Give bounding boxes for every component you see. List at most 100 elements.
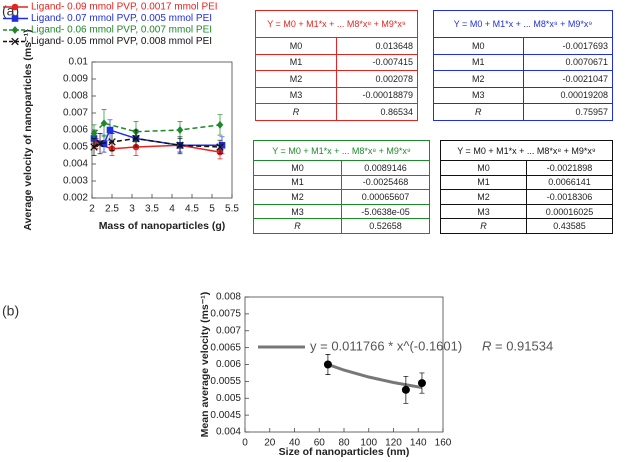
legend-label: Ligand- 0.05 mmol PVP, 0.008 mmol PEI bbox=[31, 36, 212, 47]
row-value: 0.86534 bbox=[336, 103, 418, 121]
y-axis-title: Average velocity of nanoparticles (ms⁻¹) bbox=[22, 29, 34, 230]
table-header: Y = M0 + M1*x + ... M8*x⁸ + M9*x⁹ bbox=[433, 10, 613, 38]
legend-marker bbox=[11, 3, 19, 11]
row-label: M0 bbox=[440, 160, 527, 176]
panel-label: (b) bbox=[2, 303, 19, 319]
row-label: M3 bbox=[255, 86, 337, 104]
table-header-row: Y = M0 + M1*x + ... M8*x⁸ + M9*x⁹ bbox=[255, 10, 418, 38]
marker bbox=[176, 141, 184, 150]
x-tick-label: 100 bbox=[360, 438, 377, 449]
row-value: 0.52658 bbox=[341, 218, 430, 234]
legend-label: Ligand- 0.06 mmol PVP, 0.007 mmol PEI bbox=[31, 25, 212, 36]
y-tick-label: 0.007 bbox=[63, 108, 88, 119]
row-value: 0.0089146 bbox=[341, 160, 430, 176]
x-tick-label: 4 bbox=[169, 204, 175, 215]
row-label: M1 bbox=[440, 174, 527, 191]
row-label: R bbox=[253, 218, 342, 234]
row-value: 0.00019208 bbox=[522, 86, 613, 104]
x-tick-label: 140 bbox=[410, 438, 427, 449]
table-header: Y = M0 + M1*x + ... M8*x⁸ + M9*x⁹ bbox=[253, 140, 430, 161]
row-value: -0.0018306 bbox=[526, 189, 613, 205]
row-value: 0.00016025 bbox=[526, 203, 613, 220]
x-tick-label: 60 bbox=[314, 438, 326, 449]
marker bbox=[100, 119, 108, 128]
table-header-row: Y = M0 + M1*x + ... M8*x⁸ + M9*x⁹ bbox=[440, 140, 613, 161]
marker bbox=[216, 120, 224, 129]
y-tick-label: 0.007 bbox=[216, 325, 241, 336]
row-label: M2 bbox=[440, 189, 527, 205]
marker bbox=[90, 143, 98, 151]
marker bbox=[216, 143, 224, 151]
plot-frame bbox=[244, 296, 444, 433]
table-row: M0 0.013648 bbox=[255, 37, 418, 55]
x-tick-label: 80 bbox=[338, 438, 350, 449]
row-value: 0.0066141 bbox=[526, 174, 613, 191]
table-row: M1 0.0070671 bbox=[433, 53, 613, 71]
table-row: M0 -0.0021898 bbox=[440, 160, 613, 176]
table-row: M3 0.00016025 bbox=[440, 203, 613, 220]
row-label: R bbox=[440, 218, 527, 234]
row-label: M3 bbox=[253, 203, 342, 220]
row-label: M0 bbox=[253, 160, 342, 176]
fit-table: Y = M0 + M1*x + ... M8*x⁸ + M9*x⁹ M0 0.013… bbox=[255, 10, 418, 121]
marker bbox=[176, 126, 184, 134]
fit-table: Y = M0 + M1*x + ... M8*x⁸ + M9*x⁹ M0 0.008… bbox=[253, 140, 430, 234]
y-tick-label: 0.0065 bbox=[210, 342, 241, 353]
row-value: -5.0638e-05 bbox=[341, 203, 430, 220]
marker bbox=[90, 129, 98, 138]
y-axis-title: Mean average velocity (ms⁻¹) bbox=[199, 292, 211, 438]
row-value: 0.013648 bbox=[336, 37, 418, 55]
row-label: M2 bbox=[433, 70, 524, 88]
x-tick-label: 120 bbox=[385, 438, 402, 449]
point bbox=[323, 360, 332, 369]
legend-marker bbox=[11, 26, 19, 34]
y-tick-label: 0.006 bbox=[216, 359, 241, 370]
row-value: 0.75957 bbox=[522, 103, 613, 121]
table-header-row: Y = M0 + M1*x + ... M8*x⁸ + M9*x⁹ bbox=[253, 140, 430, 161]
legend-marker bbox=[11, 15, 19, 22]
row-value: -0.00018879 bbox=[336, 86, 418, 104]
table-row: M2 0.00065607 bbox=[253, 189, 430, 205]
row-label: M1 bbox=[255, 53, 337, 71]
y-tick-label: 0.0045 bbox=[210, 410, 241, 421]
table-row: M1 0.0066141 bbox=[440, 174, 613, 191]
x-tick-label: 4.5 bbox=[185, 204, 199, 215]
y-tick-label: 0.004 bbox=[63, 159, 88, 170]
table-row: M3 -0.00018879 bbox=[255, 86, 418, 104]
x-axis-title: Size of nanoparticles (nm) bbox=[279, 446, 410, 458]
row-label: M2 bbox=[255, 70, 337, 88]
series-line bbox=[93, 122, 221, 134]
y-tick-label: 0.006 bbox=[63, 125, 88, 136]
y-tick-label: 0.008 bbox=[63, 91, 88, 102]
row-label: M3 bbox=[433, 86, 524, 104]
marker bbox=[132, 134, 140, 143]
point bbox=[401, 385, 410, 394]
legend-label: Ligand- 0.09 mmol PVP, 0.0017 mmol PEI bbox=[31, 2, 218, 13]
y-tick-label: 0.0055 bbox=[210, 376, 241, 387]
marker bbox=[96, 139, 104, 148]
x-tick-label: 40 bbox=[289, 438, 301, 449]
x-tick-label: 3.5 bbox=[145, 204, 159, 215]
y-tick-label: 0.004 bbox=[216, 427, 241, 438]
legend-marker bbox=[11, 37, 19, 46]
y-tick-label: 0.009 bbox=[63, 74, 88, 85]
row-label: M1 bbox=[433, 53, 524, 71]
y-tick-label: 0.008 bbox=[216, 292, 241, 303]
legend-label: Ligand- 0.07 mmol PVP, 0.005 mmol PEI bbox=[31, 13, 212, 24]
x-tick-label: 20 bbox=[264, 438, 276, 449]
table-row: M2 0.002078 bbox=[255, 70, 418, 88]
row-label: M3 bbox=[440, 203, 527, 220]
table-row: M3 0.00019208 bbox=[433, 86, 613, 104]
table-row: M1 -0.007415 bbox=[255, 53, 418, 71]
row-label: M2 bbox=[253, 189, 342, 205]
row-value: 0.43585 bbox=[526, 218, 613, 234]
x-tick-label: 160 bbox=[435, 438, 452, 449]
table-row: R 0.86534 bbox=[255, 103, 418, 121]
x-tick-label: 2 bbox=[89, 204, 95, 215]
row-label: R bbox=[255, 103, 337, 121]
fit-table: Y = M0 + M1*x + ... M8*x⁸ + M9*x⁹ M0 -0.00… bbox=[433, 10, 613, 121]
fit-r-symbol: R bbox=[482, 338, 491, 353]
row-label: M1 bbox=[253, 174, 342, 191]
y-tick-label: 0.003 bbox=[63, 176, 88, 187]
